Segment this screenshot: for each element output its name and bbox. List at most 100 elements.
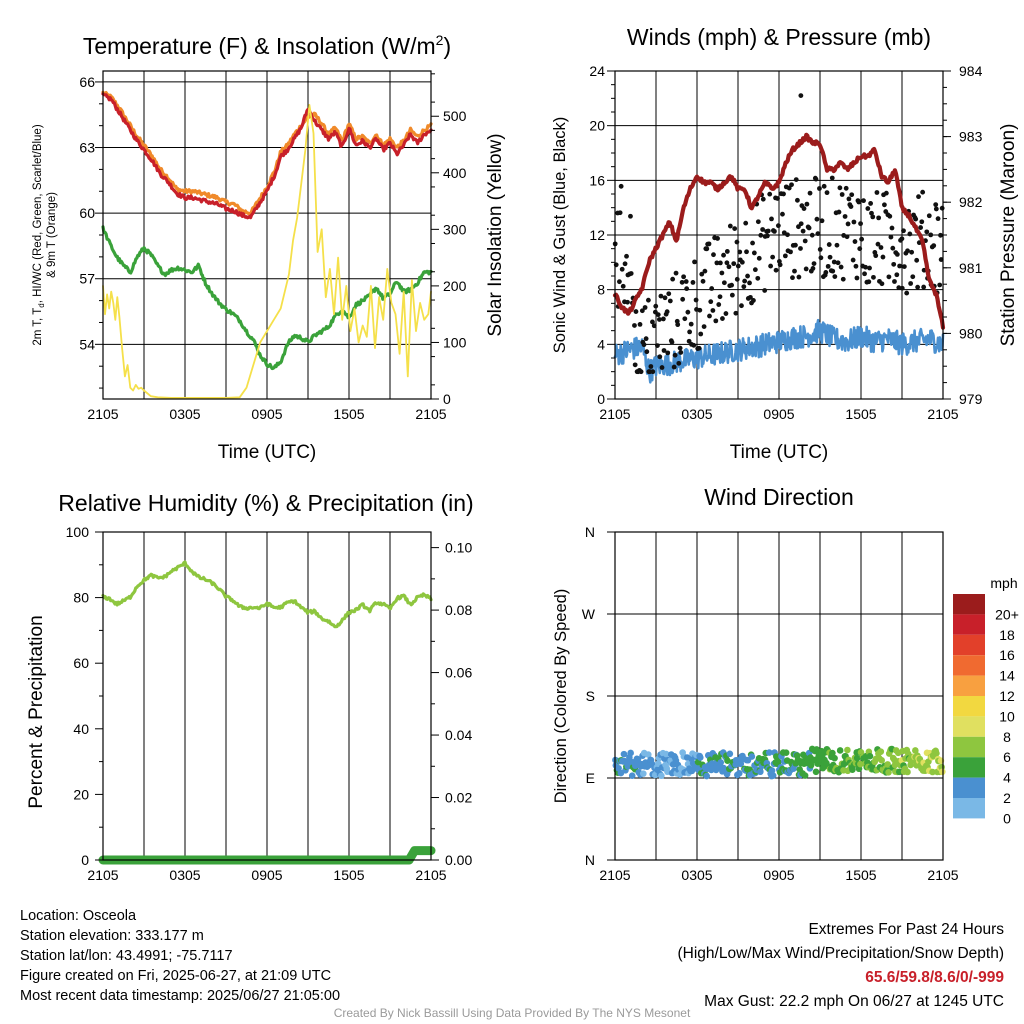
gust-dot xyxy=(819,218,825,224)
gust-dot xyxy=(851,219,857,225)
x-tick-label: 2105 xyxy=(87,867,118,883)
x-tick-label: 0905 xyxy=(763,867,794,883)
y2-axis-label: Solar Insolation (Yellow) xyxy=(485,133,506,336)
gust-dot xyxy=(617,279,622,285)
gust-dot xyxy=(747,280,752,286)
gust-dot xyxy=(853,263,859,269)
gust-dot xyxy=(673,270,679,276)
direction-dot xyxy=(844,746,851,754)
gust-dot xyxy=(879,281,885,287)
location-text: Location: Osceola xyxy=(20,908,137,924)
gust-dot xyxy=(618,183,624,189)
direction-dot xyxy=(836,747,844,754)
gust-dot xyxy=(796,274,802,280)
gust-dot xyxy=(628,271,634,276)
direction-dot xyxy=(939,768,946,776)
gust-dot xyxy=(919,219,925,225)
gust-dot xyxy=(843,185,849,191)
y-tick-label: 12 xyxy=(589,227,605,243)
gust-dot xyxy=(744,249,749,255)
x-tick-label: 1505 xyxy=(333,406,364,422)
gust-dot xyxy=(825,263,831,269)
gust-dot xyxy=(907,231,913,237)
y-tick-label: 63 xyxy=(79,140,95,156)
legend-swatch xyxy=(953,696,985,717)
x-axis-label: Time (UTC) xyxy=(730,442,829,463)
gust-dot xyxy=(711,252,716,258)
plot-frame xyxy=(102,531,432,861)
gust-dot xyxy=(681,274,687,280)
gust-dot xyxy=(732,226,738,232)
gust-dot xyxy=(901,228,906,234)
gust-dot xyxy=(737,249,743,255)
series-td xyxy=(101,225,433,371)
y2-tick-label: 300 xyxy=(443,221,467,237)
chart-title: Relative Humidity (%) & Precipitation (i… xyxy=(58,490,473,516)
x-tick-label: 0905 xyxy=(251,406,282,422)
station-info: Location: Osceola Station elevation: 333… xyxy=(20,906,340,1006)
gust-dot xyxy=(760,227,766,232)
gust-dot xyxy=(683,279,689,284)
direction-dot xyxy=(768,767,776,774)
gust-dot xyxy=(680,296,686,302)
gust-dot xyxy=(662,295,668,301)
gust-dot xyxy=(863,264,868,270)
x-tick-label: 2105 xyxy=(415,406,446,422)
gust-dot xyxy=(709,286,715,291)
gust-dot xyxy=(835,260,841,266)
gust-dot xyxy=(909,249,915,255)
gust-dot xyxy=(696,345,702,351)
direction-dot xyxy=(857,760,864,768)
gust-dot xyxy=(661,348,667,353)
gust-dot xyxy=(748,294,753,300)
gust-dot xyxy=(854,275,860,281)
y2-axis-label: Station Pressure (Maroon) xyxy=(998,124,1019,347)
legend-label: 2 xyxy=(1003,790,1011,806)
y2-tick-label: 0.06 xyxy=(445,665,472,681)
gust-dot xyxy=(721,280,727,286)
gust-dot xyxy=(842,214,848,219)
y-tick-label: 100 xyxy=(66,524,90,540)
y-tick-label: S xyxy=(586,688,595,704)
gust-dot xyxy=(717,260,723,266)
gust-dot xyxy=(785,232,790,238)
direction-dot xyxy=(769,772,777,779)
gust-dot xyxy=(752,267,758,273)
gust-dot xyxy=(928,232,934,238)
x-axis-label: Time (UTC) xyxy=(218,442,317,463)
direction-dot xyxy=(849,766,856,773)
gust-dot xyxy=(699,271,705,277)
series-pressure xyxy=(612,132,946,330)
gust-dot xyxy=(899,285,905,291)
gust-dot xyxy=(904,290,910,296)
gust-dot xyxy=(916,194,921,200)
gust-dot xyxy=(869,210,874,216)
plot-frame xyxy=(614,531,944,861)
gust-dot xyxy=(850,257,856,263)
gust-dot xyxy=(751,298,756,303)
gust-dot xyxy=(716,302,722,307)
gust-dot xyxy=(656,317,662,322)
gust-dot xyxy=(755,275,761,281)
gust-dot xyxy=(862,271,867,277)
gust-dot xyxy=(865,206,871,211)
gust-dot xyxy=(933,206,939,212)
gust-dot xyxy=(844,234,850,240)
direction-dot xyxy=(895,768,903,776)
legend-swatch xyxy=(953,594,985,615)
gust-dot xyxy=(760,196,766,202)
gust-dot xyxy=(813,176,819,182)
gust-dot xyxy=(803,266,809,272)
direction-dot xyxy=(884,761,891,768)
gust-dot xyxy=(888,234,894,240)
direction-dot xyxy=(812,768,820,776)
direction-dot xyxy=(878,757,885,764)
gust-dot xyxy=(657,354,663,360)
gust-dot xyxy=(781,191,786,197)
gust-dot xyxy=(714,260,720,266)
gust-dot xyxy=(769,216,774,222)
gust-dot xyxy=(693,297,699,303)
gust-dot xyxy=(701,324,707,329)
gust-dot xyxy=(650,319,655,325)
x-tick-label: 0905 xyxy=(251,867,282,883)
